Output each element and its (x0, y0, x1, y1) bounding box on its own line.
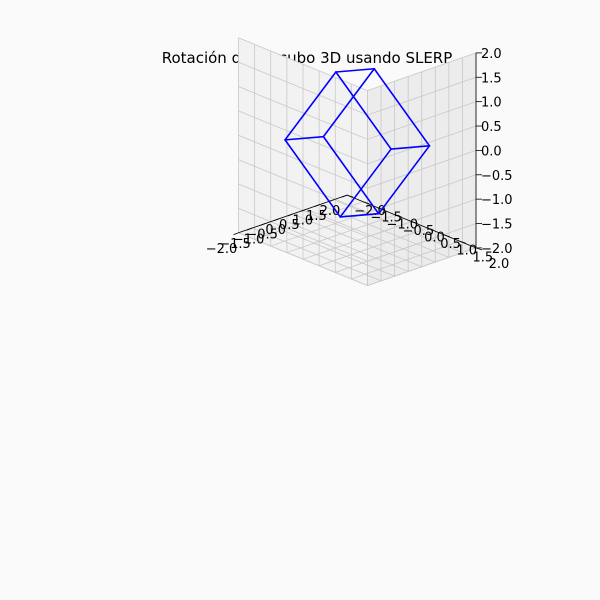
cube-edge (322, 67, 376, 138)
grid-lines (238, 37, 477, 287)
z-tick-label: 0.5 (481, 120, 502, 135)
grid-line-y (350, 84, 461, 280)
z-tick-label: −2.0 (481, 242, 513, 257)
grid-line-y (270, 51, 380, 247)
z-tick-label: −0.5 (481, 169, 513, 184)
y-tick-label: 0.5 (440, 237, 461, 252)
z-tick-label: 1.5 (481, 71, 502, 86)
y-tick-mark (427, 227, 434, 231)
z-tick-label: 2.0 (481, 47, 502, 62)
cube-edge (284, 139, 342, 218)
grid-line-y (334, 77, 444, 273)
z-tick-label: −1.0 (481, 193, 513, 208)
y-tick-label: 1.0 (456, 244, 477, 259)
x-tick-mark (260, 223, 266, 226)
x-tick-mark (314, 204, 321, 207)
x-tick-label: −0.5 (246, 228, 278, 243)
cube-edge (322, 135, 380, 215)
cube-edge (335, 71, 392, 150)
x-tick-label: −1.0 (233, 232, 265, 247)
y-tick-label: 2.0 (489, 257, 510, 272)
grid-line-y (302, 64, 412, 260)
grid-line-z (238, 37, 477, 92)
cube-edge (339, 148, 392, 218)
cube-edge (390, 145, 431, 150)
cube-edge (377, 145, 431, 215)
grid-line-y (286, 57, 396, 254)
z-tick-label: 1.0 (481, 96, 502, 111)
z-tick-label: 0.0 (481, 144, 502, 159)
cube-edge (284, 71, 337, 141)
x-tick-mark (301, 208, 307, 212)
z-tick-label: −1.5 (481, 218, 513, 233)
y-tick-mark (411, 221, 418, 224)
x-tick-label: 0.0 (265, 223, 286, 238)
y-tick-mark (362, 201, 370, 205)
cube-wireframe (284, 67, 431, 218)
x-tick-mark (233, 232, 239, 236)
y-tick-label: −1.0 (386, 217, 418, 232)
cube-edge (284, 135, 325, 141)
x-tick-mark (246, 227, 253, 231)
y-tick-mark (459, 240, 467, 244)
x-tick-label: 1.5 (306, 209, 327, 224)
cube-edge (373, 67, 431, 147)
x-tick-mark (274, 218, 280, 222)
x-tick-label: 0.5 (279, 218, 300, 233)
y-tick-label: 0.0 (424, 231, 445, 246)
x-tick-label: −2.0 (206, 242, 238, 257)
grid-line-y (254, 44, 364, 240)
x-tick-label: 2.0 (320, 204, 341, 219)
y-tick-label: 1.5 (473, 250, 494, 265)
cube-edge (335, 67, 376, 73)
y-tick-mark (443, 234, 450, 238)
y-tick-mark (346, 194, 354, 198)
x-tick-mark (341, 194, 348, 198)
tick-labels: −2.0−1.5−1.0−0.50.00.51.01.52.0 −2.0−1.5−… (206, 47, 513, 272)
cube-edge (339, 212, 380, 218)
x-tick-mark (287, 213, 293, 217)
y-tick-label: −0.5 (403, 224, 435, 239)
y-tick-mark (395, 214, 402, 218)
x-tick-label: −1.5 (219, 237, 251, 252)
grid-line-y (318, 70, 428, 267)
x-tick-label: 1.0 (293, 214, 314, 229)
grid-line-y (367, 90, 477, 287)
chart-title: Rotación de un cubo 3D usando SLERP (162, 49, 453, 67)
